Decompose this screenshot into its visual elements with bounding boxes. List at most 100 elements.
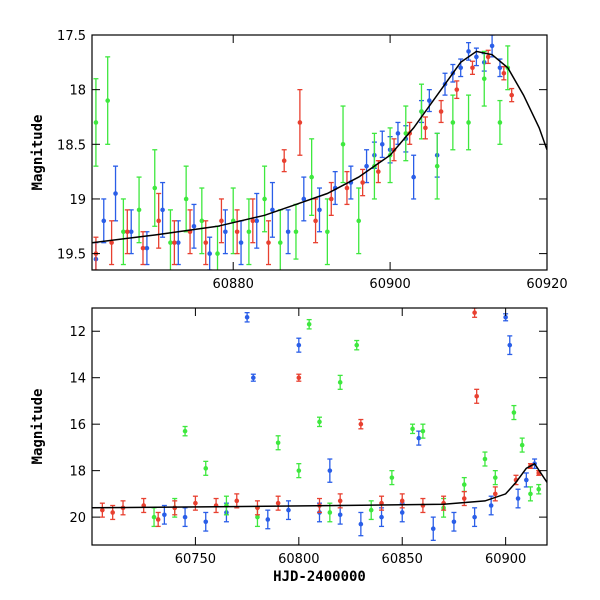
bottom-series-1-point: [327, 502, 333, 523]
top-series-2-point: [187, 209, 193, 255]
top-series-2-point: [454, 80, 460, 100]
top-series-1-point: [93, 78, 99, 167]
top-y-tick-label: 18: [69, 84, 86, 99]
top-series-0-point: [301, 176, 307, 222]
bottom-series-2-point: [254, 500, 260, 516]
bottom-series-0-point: [203, 511, 209, 532]
top-series-2-point: [250, 198, 256, 244]
bottom-x-tick-label: 60900: [485, 552, 526, 567]
bottom-series-1-point: [519, 437, 525, 453]
top-series-0-point: [395, 121, 401, 145]
top-series-2-point: [234, 209, 240, 255]
bottom-series-0-point: [327, 458, 333, 483]
top-series-0-point: [364, 149, 370, 184]
bottom-x-tick-label: 60850: [382, 552, 423, 567]
top-series-0-point: [317, 187, 322, 233]
top-series-0-point: [101, 198, 107, 244]
bottom-series-1-point: [275, 435, 281, 451]
bottom-series-1-point: [389, 469, 395, 486]
bottom-series-1-point: [354, 339, 360, 351]
top-series-0-point: [254, 192, 260, 249]
top-y-tick-label: 17.5: [57, 29, 86, 44]
top-series-2-point: [140, 231, 146, 266]
bottom-x-tick-label: 60800: [278, 552, 319, 567]
bottom-plot-area: [92, 308, 547, 542]
bottom-series-2-point: [492, 486, 498, 502]
bottom-series-0-point: [472, 507, 478, 528]
bottom-series-0-point: [161, 504, 167, 525]
bottom-series-2-point: [472, 308, 478, 318]
top-series-1-point: [230, 187, 236, 255]
bottom-series-1-point: [337, 374, 343, 390]
top-series-0-point: [269, 181, 275, 238]
top-series-0-point: [128, 209, 134, 255]
bottom-series-2-point: [141, 497, 147, 514]
bottom-series-1-point: [492, 469, 498, 486]
bottom-plot-frame: [91, 307, 548, 546]
bottom-series-2-point: [275, 495, 281, 511]
bottom-series-1-point: [203, 460, 209, 476]
top-series-1-point: [246, 198, 252, 266]
bottom-series-2-point: [213, 497, 219, 514]
top-series-2-point: [156, 192, 162, 249]
bottom-x-tick-label: 60750: [175, 552, 216, 567]
top-y-tick-label: 19: [69, 193, 86, 208]
top-series-0-point: [160, 181, 166, 238]
top-series-1-point: [418, 83, 424, 140]
top-series-1-point: [481, 50, 487, 107]
top-plot-frame: [91, 34, 548, 271]
top-series-2-point: [313, 198, 319, 244]
bottom-series-1-point: [306, 318, 312, 330]
top-series-1-point: [309, 138, 315, 216]
bottom-series-1-point: [420, 423, 426, 439]
top-panel-zoomed-light-curve: 60880 60900 60920 17.5 18 18.5 19 19.5 Magnitud…: [30, 29, 568, 292]
bottom-series-2-point: [99, 502, 105, 518]
top-series-layer: [93, 35, 515, 270]
bottom-series-1-point: [368, 500, 374, 521]
top-series-1-point: [466, 94, 472, 151]
top-series-0-point: [207, 236, 213, 270]
top-series-0-point: [348, 165, 354, 200]
top-series-2-point: [171, 220, 177, 266]
top-series-1-point: [340, 105, 346, 184]
bottom-series-2-point: [358, 418, 364, 430]
top-series-2-point: [266, 220, 272, 266]
top-series-0-point: [113, 165, 119, 222]
top-y-tick-label: 19.5: [57, 248, 86, 263]
bottom-series-0-point: [379, 507, 385, 528]
bottom-series-1-point: [527, 486, 533, 502]
top-series-2-point: [297, 89, 303, 156]
bottom-axis-ticks: 60750 60800 60850 60900 12 14 16 18 20: [69, 308, 547, 567]
top-series-1-point: [277, 209, 283, 270]
top-series-0-point: [411, 154, 417, 200]
top-series-2-point: [281, 149, 287, 173]
bottom-series-0-point: [507, 335, 513, 356]
top-axis-ticks: 60880 60900 60920 17.5 18 18.5 19 19.5: [57, 29, 568, 292]
top-series-2-point: [124, 209, 130, 255]
top-series-0-point: [285, 209, 291, 255]
top-series-2-point: [501, 66, 507, 81]
bottom-series-1-point: [296, 463, 302, 479]
bottom-series-2-point: [399, 493, 405, 509]
top-series-2-point: [218, 198, 224, 244]
top-series-0-point: [222, 209, 228, 255]
top-series-2-point: [485, 49, 491, 65]
bottom-series-1-point: [536, 483, 542, 495]
top-series-1-point: [136, 176, 142, 244]
bottom-model-curve: [92, 462, 547, 509]
bottom-y-tick-label: 14: [69, 372, 86, 387]
bottom-series-1-point: [151, 507, 157, 528]
bottom-series-2-point: [155, 511, 161, 528]
bottom-series-0-point: [416, 430, 422, 446]
top-series-1-point: [324, 198, 330, 266]
bottom-y-axis-title: Magnitude: [30, 389, 46, 465]
top-y-axis-title: Magnitude: [30, 115, 46, 191]
bottom-panel-full-light-curve: 60750 60800 60850 60900 12 14 16 18 20 Magnitude…: [30, 307, 548, 585]
bottom-series-0-point: [488, 495, 494, 516]
top-series-2-point: [422, 116, 428, 140]
bottom-series-0-point: [337, 504, 343, 525]
bottom-x-axis-title: HJD-2400000: [273, 569, 366, 585]
bottom-series-2-point: [192, 495, 198, 511]
top-series-0-point: [238, 220, 244, 266]
top-series-2-point: [328, 181, 334, 216]
